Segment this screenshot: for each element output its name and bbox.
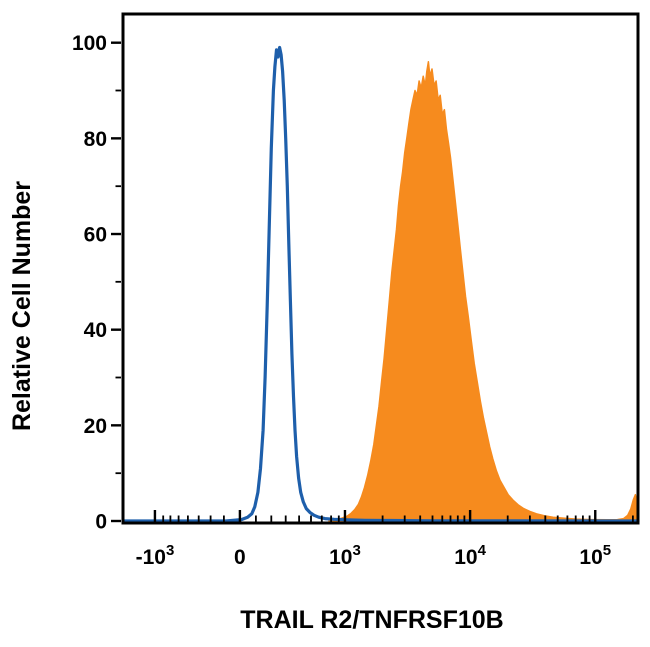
x-tick-label-104: 104 bbox=[454, 542, 486, 569]
plot-frame bbox=[121, 12, 640, 525]
y-axis-title: Relative Cell Number bbox=[8, 181, 36, 431]
x-tick-label-0: 0 bbox=[234, 546, 246, 569]
y-tick-label-0: 0 bbox=[95, 511, 107, 534]
series-control-open-outline bbox=[121, 45, 640, 523]
y-tick-label-40: 40 bbox=[84, 319, 107, 342]
y-tick-label-60: 60 bbox=[84, 224, 107, 247]
y-tick-label-100: 100 bbox=[72, 32, 107, 55]
x-tick-label-103: 103 bbox=[329, 542, 361, 569]
y-tick-label-80: 80 bbox=[84, 128, 107, 151]
x-tick-label--103: -103 bbox=[136, 542, 175, 569]
y-tick-label-20: 20 bbox=[84, 415, 107, 438]
x-tick-label-105: 105 bbox=[579, 542, 611, 569]
x-axis-title: TRAIL R2/TNFRSF10B bbox=[240, 606, 503, 634]
series-stained-sample-filled bbox=[328, 61, 639, 522]
